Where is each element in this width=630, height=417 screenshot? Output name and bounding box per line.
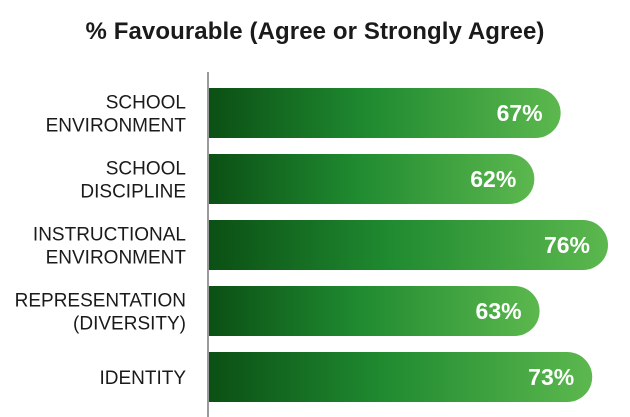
category-label-4: REPRESENTATION (DIVERSITY) bbox=[15, 291, 186, 335]
value-label-5: 73% bbox=[528, 364, 574, 390]
category-label-3: INSTRUCTIONAL ENVIRONMENT bbox=[33, 225, 186, 269]
category-label-1: SCHOOL ENVIRONMENT bbox=[46, 93, 187, 137]
value-label-1: 67% bbox=[497, 100, 543, 126]
value-label-4: 63% bbox=[476, 298, 522, 324]
category-label-2: SCHOOL DISCIPLINE bbox=[80, 159, 186, 203]
value-label-2: 62% bbox=[470, 166, 516, 192]
bar-3 bbox=[208, 220, 608, 270]
category-label-5: IDENTITY bbox=[99, 368, 186, 389]
bar-1 bbox=[208, 88, 561, 138]
bar-4 bbox=[208, 286, 540, 336]
bar-2 bbox=[208, 154, 535, 204]
chart-title: % Favourable (Agree or Strongly Agree) bbox=[85, 18, 545, 45]
bar-5 bbox=[208, 352, 593, 402]
value-label-3: 76% bbox=[544, 232, 590, 258]
